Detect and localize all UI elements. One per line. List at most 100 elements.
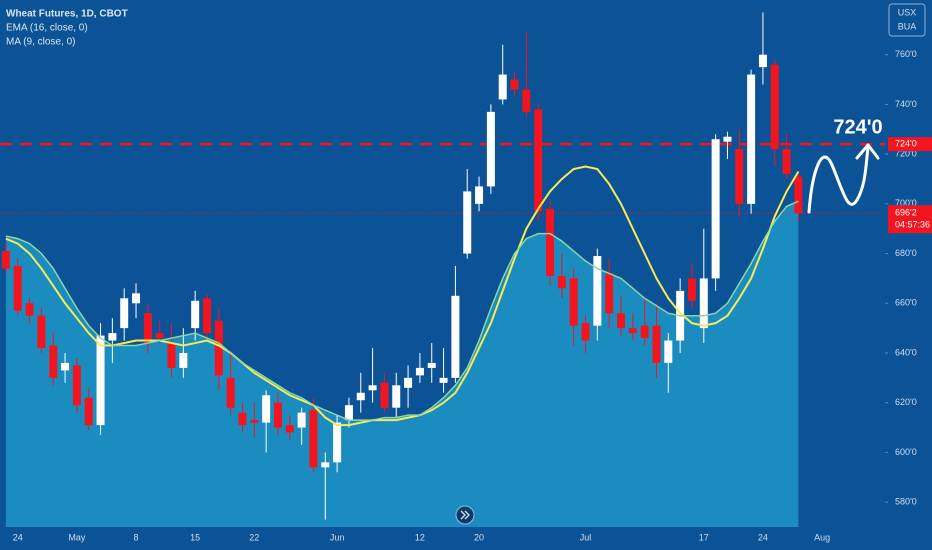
unit-label: BUA [898, 21, 917, 31]
x-tick-label: Jun [330, 532, 345, 542]
candle-body [84, 397, 93, 426]
candle-body [652, 325, 661, 363]
candle-body [203, 298, 211, 334]
currency-label: USX [898, 7, 917, 17]
x-tick-label: Aug [814, 532, 830, 542]
goto-icon [460, 510, 470, 520]
candle-body [238, 412, 247, 426]
candle-body [664, 340, 673, 363]
level-price-box [888, 137, 932, 152]
x-tick-label: 12 [415, 532, 425, 542]
candle-body [735, 149, 744, 204]
candle-body [179, 352, 188, 368]
candle-body [522, 89, 531, 112]
candle-body [1, 251, 10, 269]
candle-body [451, 295, 460, 378]
x-tick-label: 20 [474, 532, 484, 542]
currency-box[interactable] [888, 3, 926, 37]
candle-body [687, 278, 696, 301]
candle-body [72, 365, 81, 406]
y-tick-label: 660'0 [895, 298, 917, 308]
candle-body [250, 420, 259, 423]
x-tick-label: 17 [699, 532, 709, 542]
x-tick-label: 24 [13, 532, 23, 542]
candle-body [569, 278, 578, 326]
candle-body [37, 315, 46, 349]
candle-body [226, 377, 235, 408]
y-tick-label: 700'0 [895, 198, 917, 208]
x-tick-label: May [68, 532, 86, 542]
candle-body [711, 139, 720, 279]
candle-body [427, 362, 436, 368]
candle-body [49, 345, 58, 378]
x-tick-label: 8 [134, 532, 139, 542]
candle-body [486, 111, 495, 187]
candle-body [404, 377, 413, 388]
candle-body [262, 395, 271, 423]
candle-body [593, 256, 602, 326]
candle-body [794, 176, 803, 214]
candle-body [747, 74, 756, 204]
candle-body [699, 278, 708, 329]
legend-entry: MA (9, close, 0) [6, 37, 75, 48]
candle-body [546, 208, 555, 276]
level-price-label: 724'0 [895, 139, 917, 149]
candle-body [155, 333, 164, 339]
level-annotation: 724'0 [833, 116, 882, 138]
y-tick-label: 640'0 [895, 347, 917, 357]
candle-body [321, 462, 330, 468]
candle-body [758, 54, 767, 68]
candle-body [309, 410, 318, 468]
countdown-label: 04:57:36 [895, 220, 930, 230]
candle-body [475, 186, 484, 204]
y-tick-label: 740'0 [895, 99, 917, 109]
last-price-label: 696'2 [895, 208, 917, 218]
candle-body [61, 362, 70, 371]
candle-body [557, 275, 566, 289]
y-tick-label: 760'0 [895, 49, 917, 59]
candle-body [439, 377, 448, 383]
candle-body [628, 328, 637, 334]
drawn-arrow [807, 146, 870, 214]
indicator-line [5, 200, 799, 421]
candle-body [640, 325, 649, 339]
candle-body [108, 333, 117, 341]
y-tick-label: 600'0 [895, 447, 917, 457]
candle-body [13, 265, 22, 311]
candle-body [96, 335, 105, 426]
candle-body [605, 273, 614, 314]
candle-body [273, 402, 282, 428]
y-tick-label: 580'0 [895, 497, 917, 507]
y-tick-label: 680'0 [895, 248, 917, 258]
candle-body [415, 367, 424, 376]
indicator-line [5, 165, 800, 427]
candle-body [782, 149, 791, 175]
candle-body [167, 343, 176, 368]
candle-body [534, 109, 543, 212]
candle-body [285, 425, 294, 433]
candle-body [723, 136, 732, 142]
candle-body [380, 382, 389, 408]
candle-body [143, 313, 152, 344]
candle-body [510, 79, 519, 90]
x-tick-label: 15 [190, 532, 200, 542]
arrow-head [855, 143, 880, 160]
candle-body [344, 405, 353, 421]
candle-body [498, 74, 507, 100]
x-tick-label: 24 [758, 532, 768, 542]
candle-body [617, 313, 625, 329]
candle-body [297, 412, 306, 428]
candle-body [333, 422, 342, 463]
candle-body [392, 385, 401, 408]
y-tick-label: 620'0 [895, 397, 917, 407]
legend-entry: EMA (16, close, 0) [6, 23, 88, 34]
candle-body [120, 298, 129, 329]
candle-body [581, 323, 590, 341]
y-tick-label: 720'0 [895, 148, 917, 158]
candle-body [25, 303, 34, 316]
last-price-box [888, 205, 932, 234]
candle-body [356, 392, 365, 401]
candle-body [132, 293, 141, 304]
candle-body [770, 64, 779, 150]
